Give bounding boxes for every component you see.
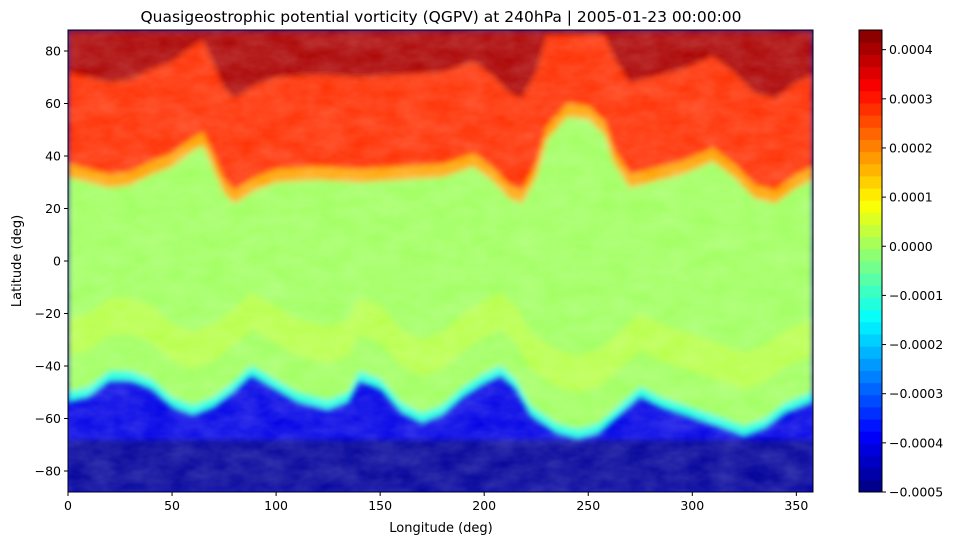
x-tick-label: 350 [784,498,808,513]
colorbar-band [859,151,882,165]
y-tick-label: −80 [35,464,61,479]
x-tick-label: 200 [472,498,496,513]
colorbar-band [859,406,882,420]
colorbar-tick-label: 0.0001 [889,190,933,205]
colorbar-band [859,297,882,311]
y-tick-label: 60 [45,96,61,111]
x-tick-label: 250 [576,498,600,513]
colorbar-bands [859,30,882,493]
colorbar-band [859,467,882,481]
x-axis: 0 50 100 150 200 250 300 350 [64,492,808,513]
colorbar-band [859,333,882,347]
colorbar-band [859,394,882,408]
y-tick-label: 0 [53,254,61,269]
colorbar-band [859,175,882,189]
colorbar-band [859,66,882,80]
colorbar-band [859,200,882,213]
colorbar-tick-label: −0.0003 [889,386,943,401]
colorbar-band [859,102,882,116]
colorbar-band [859,479,882,493]
texture-overlay [68,30,813,492]
colorbar-band [859,163,882,177]
colorbar-tick-label: 0.0003 [889,91,933,106]
chart-title: Quasigeostrophic potential vorticity (QG… [140,8,741,26]
colorbar-band [859,224,882,238]
colorbar-band [859,431,882,444]
colorbar-band [859,273,882,286]
colorbar-band [859,54,882,67]
x-tick-label: 150 [368,498,392,513]
colorbar-band [859,30,882,43]
colorbar-band [859,321,882,335]
colorbar-tick-label: −0.0004 [889,435,943,450]
colorbar-tick-label: −0.0005 [889,485,943,500]
colorbar-band [859,443,882,457]
colorbar-band [859,188,882,201]
colorbar-band [859,42,882,55]
colorbar-band [859,212,882,226]
colorbar-tick-label: 0.0004 [889,42,933,57]
colorbar: −0.0005 −0.0004 −0.0003 −0.0002 −0.0001 0.000… [858,29,943,500]
colorbar-band [859,309,882,323]
colorbar-tick-label: 0.0000 [889,239,933,254]
y-tick-label: 40 [45,149,61,164]
colorbar-band [859,236,882,250]
colorbar-tick-label: −0.0001 [889,288,943,303]
colorbar-band [859,455,882,469]
y-tick-label: 20 [45,201,61,216]
colorbar-band [859,419,882,432]
colorbar-band [859,78,882,92]
colorbar-tick-label: 0.0002 [889,140,933,155]
x-tick-label: 0 [64,498,72,513]
y-tick-label: −60 [35,411,61,426]
colorbar-band [859,90,882,104]
colorbar-band [859,248,882,262]
colorbar-frame [858,29,883,493]
x-tick-label: 50 [164,498,180,513]
y-axis-label: Latitude (deg) [10,215,25,307]
y-tick-label: −20 [35,306,61,321]
x-tick-label: 100 [264,498,288,513]
colorbar-band [859,346,882,359]
colorbar-band [859,370,882,384]
x-tick-label: 300 [680,498,704,513]
colorbar-band [859,358,882,371]
y-tick-label: −40 [35,359,61,374]
y-tick-label: 80 [45,44,61,59]
colorbar-band [859,382,882,396]
x-axis-label: Longitude (deg) [389,521,492,536]
colorbar-tick-label: −0.0002 [889,337,943,352]
colorbar-band [859,115,882,128]
y-axis: −80 −60 −40 −20 0 20 40 60 80 [35,44,68,479]
colorbar-ticks: −0.0005 −0.0004 −0.0003 −0.0002 −0.0001 0.000… [882,42,943,500]
colorbar-band [859,127,882,140]
colorbar-band [859,285,882,298]
colorbar-band [859,261,882,274]
colorbar-band [859,139,882,153]
heatmap-area [68,30,813,492]
